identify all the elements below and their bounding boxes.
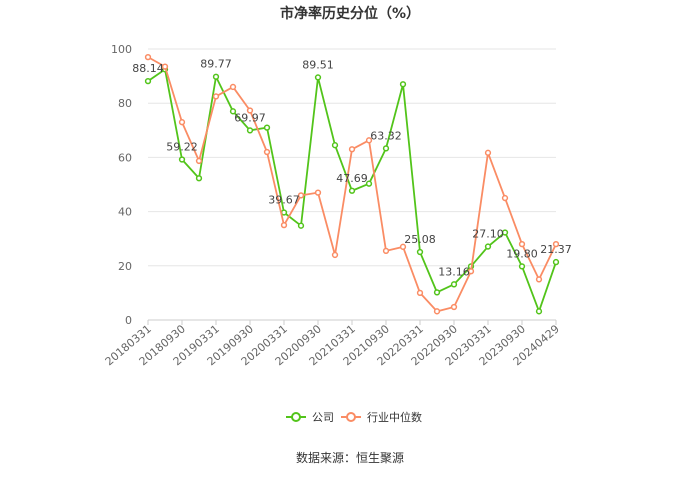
data-label: 59.22 bbox=[166, 141, 198, 154]
data-label: 27.10 bbox=[472, 228, 504, 241]
data-label: 63.32 bbox=[370, 129, 402, 142]
data-label: 69.97 bbox=[234, 111, 266, 124]
data-point bbox=[195, 175, 203, 182]
data-point bbox=[501, 229, 509, 236]
data-point bbox=[450, 303, 458, 311]
data-label: 19.80 bbox=[506, 247, 538, 260]
data-point bbox=[178, 119, 186, 126]
data-label: 25.08 bbox=[404, 233, 436, 246]
data-point bbox=[297, 192, 305, 199]
data-point bbox=[314, 189, 322, 196]
data-point bbox=[348, 187, 356, 194]
data-point bbox=[433, 289, 441, 296]
data-point bbox=[416, 289, 424, 297]
y-tick-label: 60 bbox=[118, 151, 132, 164]
y-tick-label: 0 bbox=[125, 314, 132, 327]
data-point bbox=[331, 251, 339, 259]
data-point bbox=[195, 157, 203, 165]
data-label-layer: 88.14 59.22 89.77 69.97 39.67 89.51 47.69 63.32… bbox=[132, 58, 572, 279]
y-tick-label: 20 bbox=[118, 260, 132, 273]
source-note: 数据来源：恒生聚源 bbox=[296, 450, 404, 465]
data-point bbox=[263, 124, 271, 131]
data-point bbox=[280, 222, 288, 229]
data-point bbox=[229, 83, 237, 91]
data-point bbox=[212, 73, 220, 80]
data-point bbox=[552, 258, 560, 266]
data-point bbox=[229, 108, 237, 115]
legend-label: 行业中位数 bbox=[367, 410, 422, 424]
data-point bbox=[484, 243, 492, 250]
y-tick-label: 40 bbox=[118, 206, 132, 219]
data-label: 47.69 bbox=[336, 172, 368, 185]
data-point bbox=[467, 268, 475, 275]
y-tick-label: 100 bbox=[111, 43, 132, 56]
data-point bbox=[535, 308, 543, 315]
data-point bbox=[518, 263, 526, 270]
data-point bbox=[365, 180, 373, 187]
data-point bbox=[501, 194, 509, 202]
legend-item-1[interactable]: 行业中位数 bbox=[341, 410, 422, 424]
data-point bbox=[535, 276, 543, 283]
data-point bbox=[263, 148, 271, 156]
data-point bbox=[382, 145, 390, 152]
data-point bbox=[416, 248, 424, 256]
data-point bbox=[348, 146, 356, 153]
data-point bbox=[314, 74, 322, 81]
data-point bbox=[144, 53, 152, 61]
data-point bbox=[450, 281, 458, 288]
data-point bbox=[178, 156, 186, 163]
data-label: 39.67 bbox=[268, 193, 300, 206]
data-point bbox=[382, 247, 390, 255]
data-point bbox=[552, 240, 560, 248]
data-point bbox=[246, 127, 254, 134]
y-tick-label: 80 bbox=[118, 97, 132, 110]
data-point bbox=[399, 243, 407, 250]
data-point bbox=[518, 240, 526, 248]
data-point bbox=[161, 63, 169, 70]
series-layer bbox=[144, 53, 560, 315]
data-label: 89.77 bbox=[200, 58, 232, 71]
data-point bbox=[484, 149, 492, 156]
legend-marker-icon bbox=[291, 412, 301, 422]
data-point bbox=[331, 142, 339, 149]
legend-item-0[interactable]: 公司 bbox=[286, 411, 334, 424]
data-point bbox=[297, 222, 305, 229]
legend-marker-icon bbox=[346, 412, 356, 422]
legend-label: 公司 bbox=[312, 411, 334, 424]
legend[interactable]: 公司 行业中位数 bbox=[286, 410, 422, 424]
data-label: 21.37 bbox=[540, 243, 572, 256]
data-point bbox=[365, 137, 373, 144]
chart-title: 市净率历史分位（%） bbox=[280, 5, 420, 22]
data-label: 88.14 bbox=[132, 62, 164, 75]
data-label: 89.51 bbox=[302, 58, 334, 71]
data-point bbox=[399, 81, 407, 88]
data-point bbox=[433, 308, 441, 315]
data-point bbox=[212, 93, 220, 100]
data-label: 13.16 bbox=[438, 265, 470, 278]
data-point bbox=[144, 77, 152, 85]
data-point bbox=[246, 107, 254, 114]
